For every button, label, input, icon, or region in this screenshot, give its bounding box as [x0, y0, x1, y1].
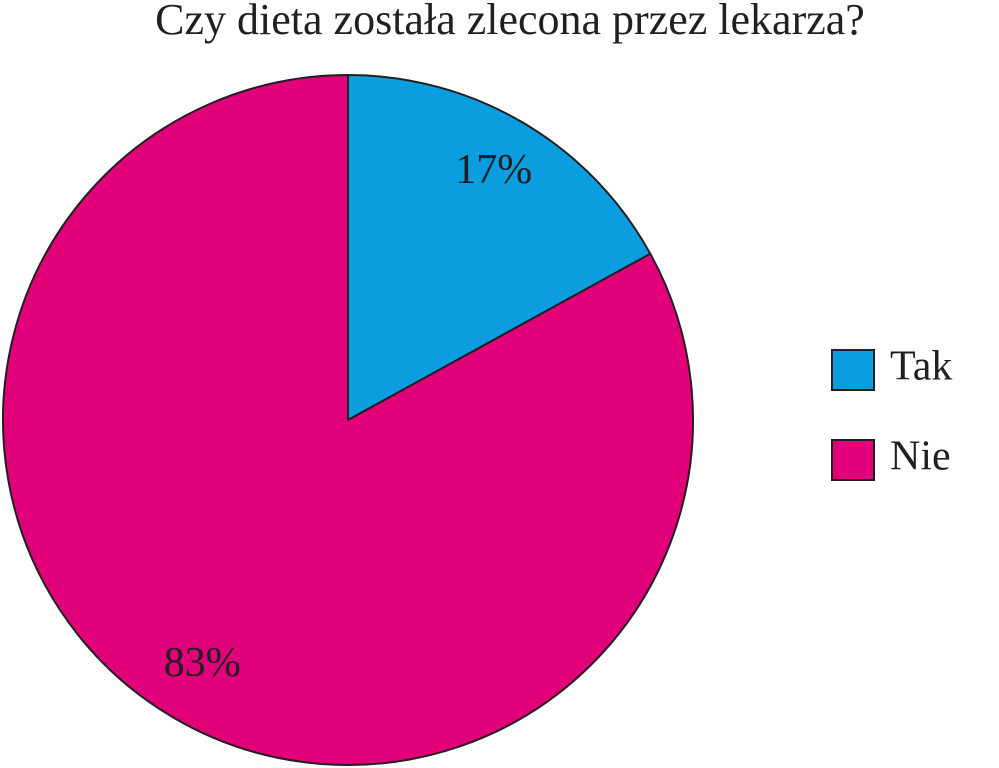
pie-slice — [347, 73, 652, 422]
legend-swatch — [831, 439, 875, 481]
legend-label: Nie — [890, 434, 951, 480]
chart-title: Czy dieta została zlecona przez lekarza? — [155, 0, 865, 44]
legend-label: Tak — [890, 344, 952, 390]
legend-swatch — [831, 349, 875, 391]
slice-label: 17% — [455, 147, 532, 193]
slice-label: 83% — [164, 640, 241, 686]
pie-slice — [2, 73, 694, 766]
